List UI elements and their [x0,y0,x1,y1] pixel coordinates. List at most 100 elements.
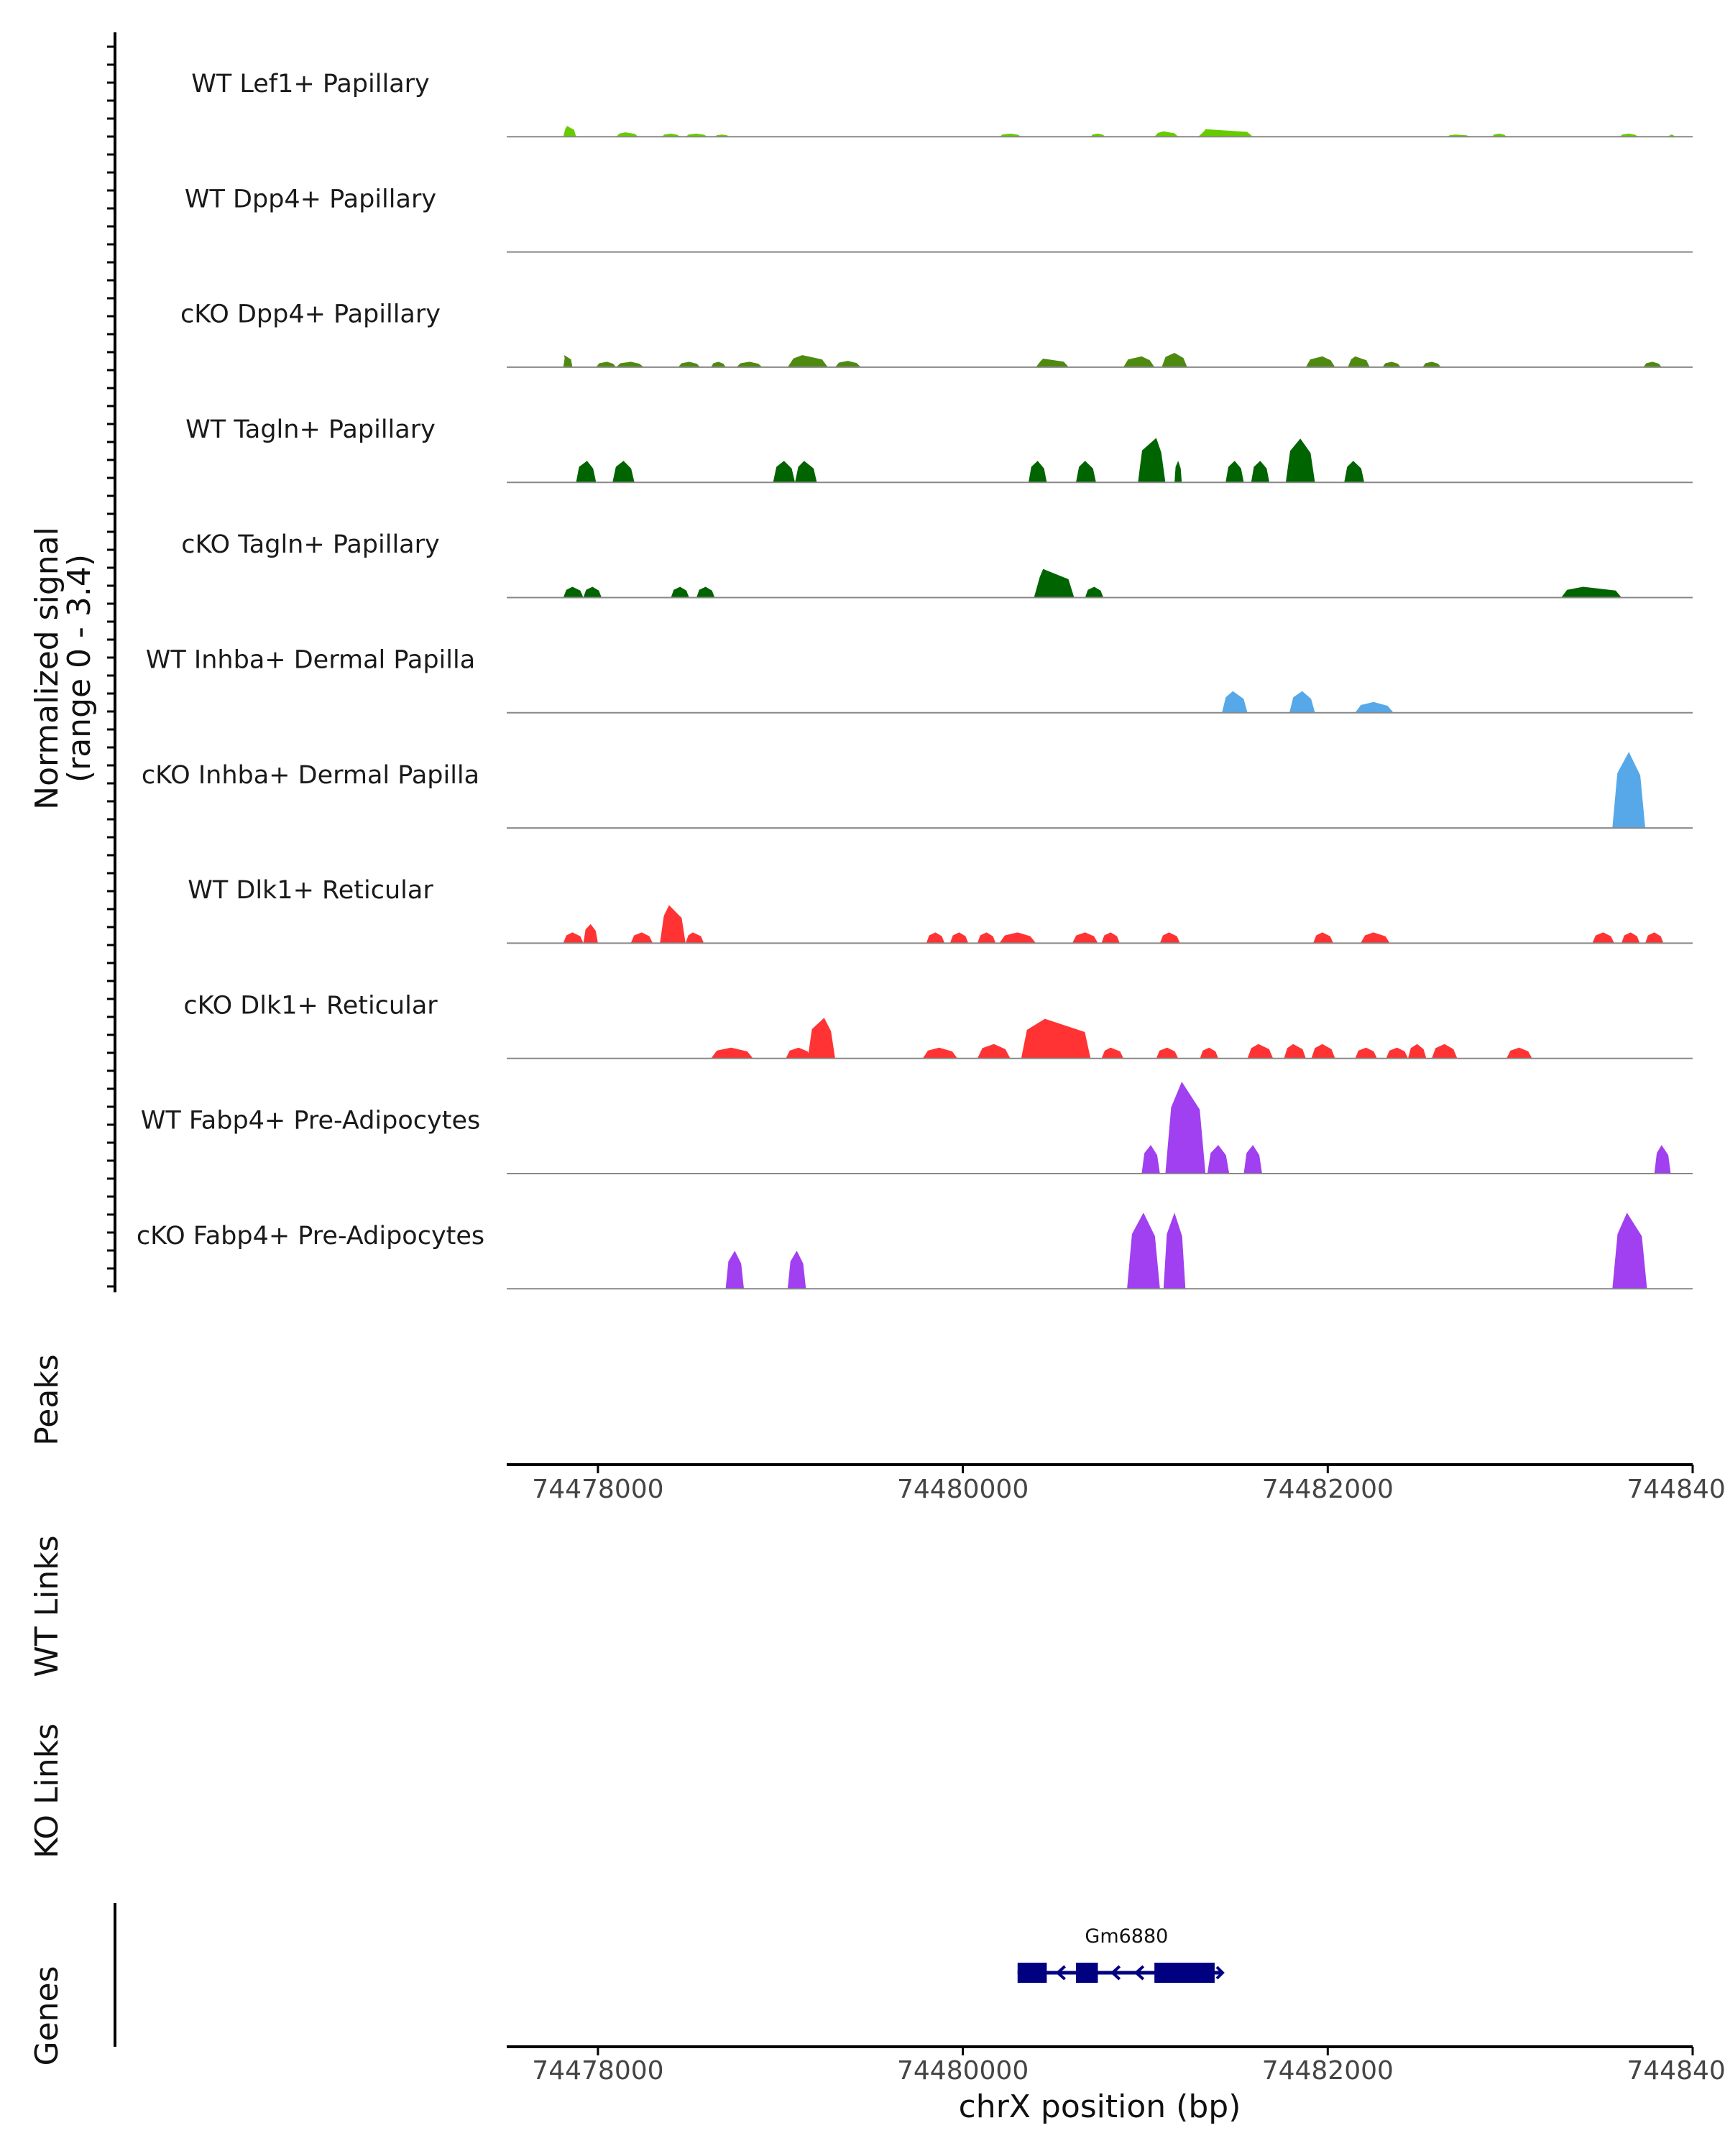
coverage-peak [1021,1018,1091,1059]
coverage-peak [977,1044,1011,1059]
coverage-peak [1386,1047,1408,1059]
coverage-peak [922,1047,957,1059]
coverage-peak [1101,1047,1123,1059]
coverage-peak [725,1250,744,1289]
x-tick-label: 74482000 [1262,1475,1394,1504]
x-tick-label: 74482000 [1262,2056,1394,2086]
coverage-peak [616,361,644,367]
coverage-peak [660,905,686,944]
coverage-track: WT Dpp4+ Papillary [185,185,1693,253]
coverage-peak [773,461,796,483]
x-tick-label: 74484000 [1627,1475,1725,1504]
track-label: WT Fabp4+ Pre-Adipocytes [141,1107,480,1135]
track-label: WT Dpp4+ Papillary [185,185,436,213]
coverage-y-axis-title-line2: (range 0 - 3.4) [61,554,98,783]
coverage-peak [1174,461,1182,483]
coverage-peak [977,932,996,944]
x-tick-label: 74484000 [1627,2056,1725,2086]
coverage-peak [1422,361,1441,367]
coverage-peak [1165,1082,1206,1174]
coverage-peak [1162,353,1187,367]
coverage-y-axis [107,32,116,1293]
coverage-peak [1251,461,1270,483]
wt-links-track-label: WT Links [29,1535,65,1677]
genes-x-axis: 74478000 74480000 74482000 74484000 [507,2045,1725,2086]
strand-arrow [1055,1965,1066,1981]
coverage-peak [1612,752,1645,829]
coverage-peak [1643,361,1662,367]
coverage-peak [999,932,1036,944]
coverage-peak [671,586,689,598]
coverage-peak [1198,129,1254,137]
coverage-peak [1344,461,1365,483]
coverage-peak [1225,461,1244,483]
track-label: cKO Tagln+ Papillary [181,530,440,559]
genes-track-label: Genes [29,1966,65,2065]
coverage-peak [1123,356,1155,367]
coverage-peak [1289,691,1315,713]
track-label: cKO Dlk1+ Reticular [183,991,438,1020]
track-label: cKO Fabp4+ Pre-Adipocytes [137,1222,484,1250]
gene-name-label: Gm6880 [1085,1925,1168,1948]
coverage-peak [630,932,653,944]
coverage-peak [1101,932,1120,944]
coverage-peak [678,361,701,367]
track-label: WT Lef1+ Papillary [191,70,430,98]
coverage-peak [563,355,573,367]
coverage-peak [787,355,828,367]
coverage-track: WT Lef1+ Papillary [191,70,1693,138]
coverage-peak [1247,1044,1274,1059]
coverage-peak [1085,586,1104,598]
coverage-peak [949,932,969,944]
gene-exon [1154,1963,1215,1983]
x-tick-label: 74478000 [532,2056,663,2086]
coverage-peak [999,133,1021,137]
track-label: cKO Dpp4+ Papillary [180,300,441,329]
coverage-peak [1355,701,1394,713]
coverage-peak [1612,1212,1647,1289]
coverage-peak [1654,1145,1671,1174]
peaks-x-axis: 74478000 74480000 74482000 74484000 [507,1463,1725,1504]
coverage-peak [1029,461,1047,483]
ko-links-track-label: KO Links [29,1723,65,1858]
coverage-y-axis-title-line1: Normalized signal [29,527,65,810]
coverage-track: cKO Fabp4+ Pre-Adipocytes [137,1212,1693,1290]
track-label: WT Dlk1+ Reticular [188,876,433,905]
coverage-peak [1311,1044,1335,1059]
coverage-peak [1200,1047,1218,1059]
coverage-peak [834,361,861,367]
coverage-peak [1154,131,1179,137]
gene-exon [1076,1963,1098,1983]
x-tick-label: 74480000 [897,2056,1029,2086]
coverage-peak [1127,1212,1160,1289]
coverage-peak [1305,356,1335,367]
coverage-peak [1243,1145,1262,1174]
gene-exon [1017,1963,1047,1983]
coverage-peak [1156,1047,1179,1059]
coverage-peak [1645,932,1664,944]
coverage-y-axis-title: Normalized signal (range 0 - 3.4) [29,527,98,810]
coverage-peak [685,932,704,944]
coverage-peak [807,1018,835,1059]
coverage-peak [1592,932,1614,944]
coverage-peak [1090,133,1105,137]
coverage-peak [1408,1044,1427,1059]
coverage-track: cKO Dlk1+ Reticular [183,991,1693,1059]
coverage-track: cKO Inhba+ Dermal Papilla [142,752,1693,829]
coverage-peak [1138,438,1166,483]
coverage-peak [786,1047,811,1059]
x-tick-label: 74480000 [897,1475,1029,1504]
coverage-track: cKO Dpp4+ Papillary [180,300,1693,368]
x-axis-title: chrX position (bp) [959,2088,1241,2125]
coverage-peak [1506,1047,1532,1059]
coverage-peak [795,461,817,483]
coverage-track: WT Fabp4+ Pre-Adipocytes [141,1082,1693,1174]
coverage-peak [1072,932,1098,944]
coverage-peak [661,133,681,137]
coverage-peak [1036,359,1069,367]
peaks-track-label: Peaks [29,1354,65,1445]
coverage-peak [612,461,635,483]
coverage-peak [1622,932,1640,944]
coverage-peak [685,133,708,137]
